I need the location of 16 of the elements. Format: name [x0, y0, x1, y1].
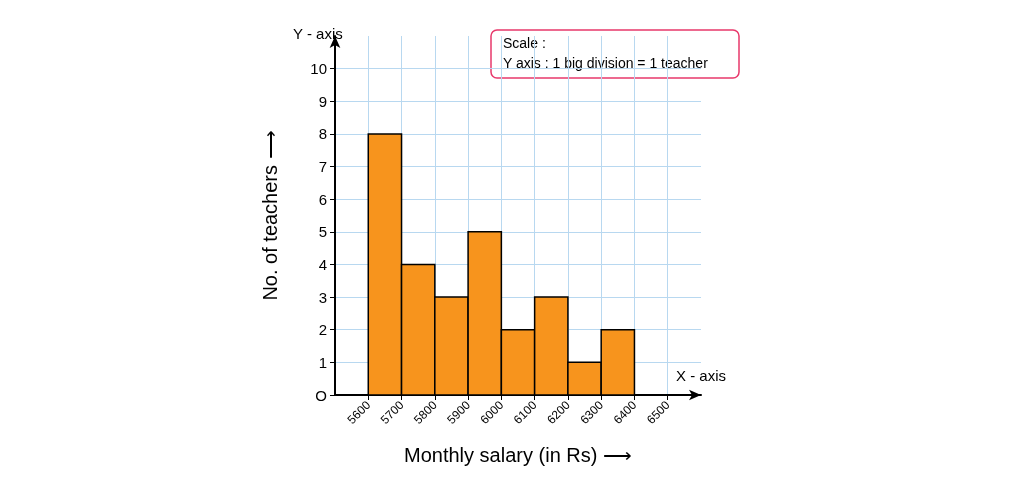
y-axis-title: No. of teachers ⟶	[259, 130, 281, 301]
y-tick-label: 5	[318, 223, 327, 241]
y-tick-label: 4	[318, 255, 327, 273]
y-tick-label: O	[315, 386, 327, 404]
y-tick-label: 10	[310, 60, 327, 78]
y-tick-label: 9	[318, 92, 327, 110]
x-axis-title: Monthly salary (in Rs) ⟶	[404, 444, 632, 466]
y-tick-label: 6	[318, 190, 327, 208]
annotation: X - axis	[676, 367, 727, 384]
y-tick-label: 2	[318, 321, 327, 339]
y-tick-label: 1	[318, 353, 327, 371]
y-tick-label: 3	[318, 288, 327, 306]
y-tick-label: 8	[318, 125, 327, 143]
annotation: Scale :	[503, 35, 546, 51]
annotation: Y - axis	[293, 25, 343, 42]
y-tick-label: 7	[318, 158, 327, 176]
